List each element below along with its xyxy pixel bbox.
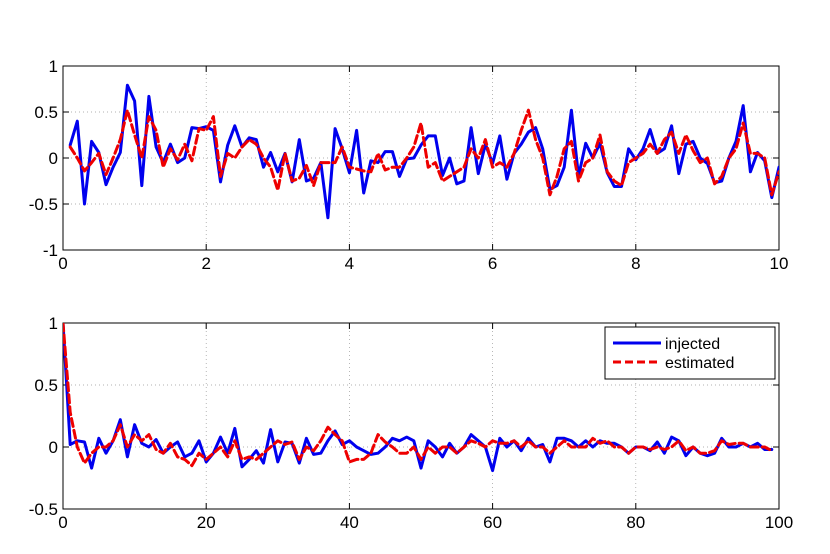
x-tick-label: 4 — [345, 254, 354, 273]
y-tick-label: 0.5 — [34, 103, 58, 122]
x-tick-label: 80 — [626, 513, 645, 532]
x-tick-label: 6 — [488, 254, 497, 273]
x-tick-label: 40 — [340, 513, 359, 532]
legend-box — [604, 326, 776, 380]
x-tick-label: 2 — [201, 254, 210, 273]
legend-label-estimated: estimated — [665, 355, 734, 372]
legend: injected estimated — [604, 326, 776, 380]
y-tick-label: -1 — [43, 241, 58, 260]
x-tick-label: 60 — [483, 513, 502, 532]
series-line-series-2 — [68, 108, 779, 197]
x-tick-label: 20 — [197, 513, 216, 532]
y-tick-label: 1 — [49, 57, 58, 76]
x-tick-label: 10 — [770, 254, 789, 273]
legend-label-injected: injected — [665, 336, 720, 353]
y-tick-label: 0.5 — [34, 376, 58, 395]
x-tick-label: 8 — [631, 254, 640, 273]
series-line-estimated — [63, 323, 774, 468]
y-tick-label: 0 — [49, 149, 58, 168]
y-tick-label: 1 — [49, 314, 58, 333]
top-chart: 0 2 4 6 8 10 -1 -0.5 0 0.5 1 — [29, 57, 789, 273]
y-tick-label: -0.5 — [29, 500, 58, 519]
x-tick-label: 0 — [58, 513, 67, 532]
x-tick-label: 0 — [58, 254, 67, 273]
y-tick-label: -0.5 — [29, 195, 58, 214]
x-tick-label: 100 — [765, 513, 793, 532]
y-tick-label: 0 — [49, 438, 58, 457]
